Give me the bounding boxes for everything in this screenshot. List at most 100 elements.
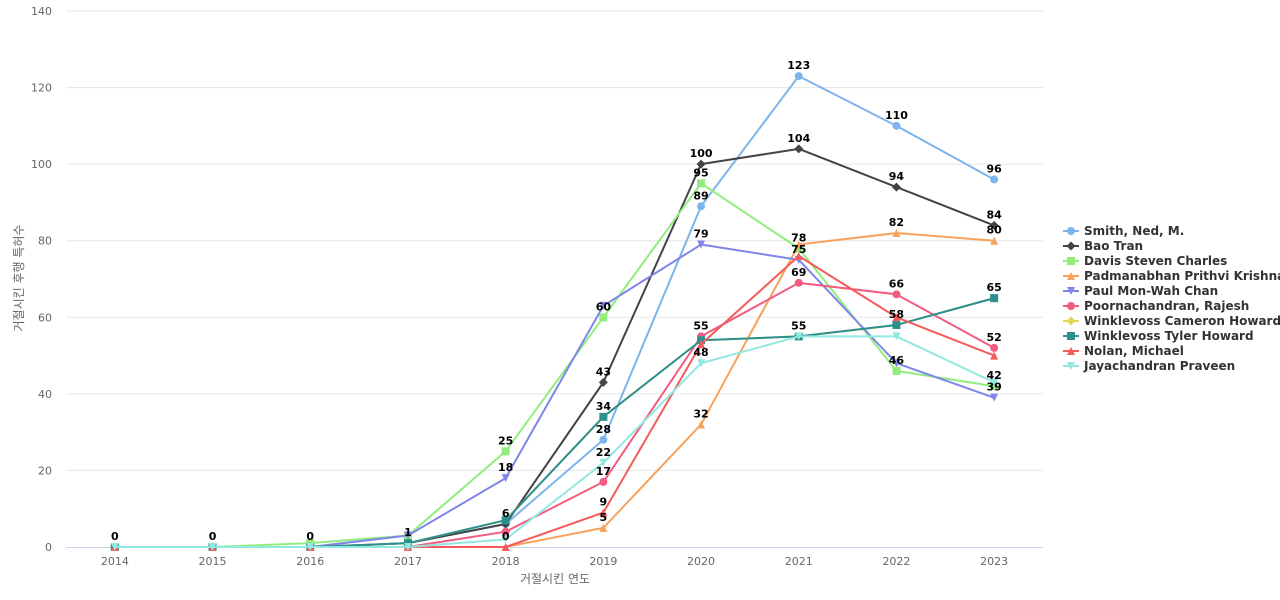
data-point (794, 278, 803, 287)
data-point (599, 313, 608, 322)
data-point (892, 121, 901, 130)
series-10 (110, 332, 999, 551)
legend-item[interactable]: Smith, Ned, M. (1063, 224, 1184, 238)
data-point (990, 393, 999, 402)
data-label: 22 (596, 446, 611, 459)
legend-item[interactable]: Poornachandran, Rajesh (1063, 299, 1249, 313)
x-axis-title: 거절시킨 연도 (520, 572, 590, 586)
data-label: 0 (502, 530, 510, 543)
legend-label: Bao Tran (1084, 239, 1143, 253)
data-label: 39 (986, 381, 1001, 394)
data-point (599, 435, 608, 444)
series-1 (110, 72, 999, 551)
data-label: 80 (986, 224, 1002, 237)
data-labels: 0 0 0 1 0 6 18 25 5 9 17 22 28 34 43 60 32 48 55 79 89 95 100 5… (111, 59, 1002, 543)
data-point (697, 202, 706, 211)
data-label: 82 (889, 216, 904, 229)
x-tick-label: 2016 (296, 555, 324, 568)
data-point (794, 144, 804, 154)
data-label: 100 (690, 147, 713, 160)
data-label: 48 (693, 346, 708, 359)
data-point (1067, 227, 1075, 235)
data-point (697, 340, 706, 349)
x-tick-label: 2017 (394, 555, 422, 568)
data-point (598, 377, 608, 387)
data-point (697, 179, 706, 188)
data-point (794, 252, 803, 261)
data-point (892, 366, 901, 375)
data-point (990, 236, 999, 245)
data-point (501, 447, 510, 456)
x-tick-label: 2020 (687, 555, 715, 568)
data-label: 75 (791, 243, 806, 256)
legend-label: Jayachandran Praveen (1083, 359, 1235, 373)
data-point (892, 313, 901, 322)
data-label: 89 (693, 189, 708, 202)
data-point (1067, 362, 1075, 370)
data-point (208, 543, 217, 551)
data-point (501, 474, 510, 483)
data-point (501, 516, 510, 525)
data-label: 79 (693, 228, 708, 241)
legend-label: Nolan, Michael (1084, 344, 1184, 358)
data-label: 43 (596, 365, 611, 378)
data-label: 96 (986, 162, 1002, 175)
legend-label: Winklevoss Cameron Howard (1084, 314, 1280, 328)
data-point (892, 359, 901, 368)
data-label: 110 (885, 109, 908, 122)
data-label: 55 (791, 319, 806, 332)
legend-item[interactable]: Nolan, Michael (1063, 344, 1184, 358)
x-tick-label: 2023 (980, 555, 1008, 568)
data-label: 65 (986, 281, 1001, 294)
data-label: 94 (889, 170, 905, 183)
data-label: 18 (498, 461, 513, 474)
data-point (110, 543, 119, 551)
data-point (1067, 257, 1075, 265)
data-point (1067, 272, 1075, 280)
legend-label: Smith, Ned, M. (1084, 224, 1184, 238)
data-point (892, 229, 901, 238)
data-point (599, 477, 608, 486)
grid-lines (66, 10, 1043, 471)
legend-item[interactable]: Davis Steven Charles (1063, 254, 1227, 268)
y-tick-label: 100 (31, 158, 52, 171)
legend-item[interactable]: Winklevoss Cameron Howard (1063, 314, 1280, 328)
legend-item[interactable]: Winklevoss Tyler Howard (1063, 329, 1254, 343)
data-label: 1 (404, 526, 412, 539)
data-label: 0 (111, 530, 119, 543)
data-point (892, 332, 901, 341)
data-point (599, 301, 608, 310)
data-label: 55 (693, 319, 708, 332)
legend-item[interactable]: Paul Mon-Wah Chan (1063, 284, 1218, 298)
data-point (990, 378, 999, 387)
y-tick-label: 80 (38, 235, 52, 248)
data-label: 25 (498, 434, 513, 447)
data-point (599, 523, 608, 532)
data-point (794, 72, 803, 81)
data-label: 95 (693, 166, 708, 179)
x-tick-label: 2018 (492, 555, 520, 568)
data-label: 42 (986, 369, 1001, 382)
data-point (794, 332, 803, 341)
series-line (114, 75, 995, 548)
legend-item[interactable]: Jayachandran Praveen (1063, 359, 1235, 373)
x-tick-label: 2014 (101, 555, 129, 568)
data-label: 52 (986, 331, 1001, 344)
x-tick-label: 2015 (199, 555, 227, 568)
legend-label: Paul Mon-Wah Chan (1084, 284, 1218, 298)
data-label: 84 (986, 208, 1002, 221)
data-point (990, 343, 999, 352)
data-point (892, 290, 901, 299)
data-point (697, 420, 706, 429)
legend-item[interactable]: Bao Tran (1063, 239, 1143, 253)
y-axis-title: 거절시킨 후행 특허수 (11, 225, 26, 332)
legend-item[interactable]: Padmanabhan Prithvi Krishnan (1063, 269, 1280, 283)
data-point (990, 294, 999, 303)
series-6 (110, 278, 999, 551)
data-label: 104 (787, 132, 810, 145)
data-label: 5 (600, 511, 608, 524)
y-tick-label: 60 (38, 311, 52, 324)
legend-label: Padmanabhan Prithvi Krishnan (1084, 269, 1280, 283)
y-tick-label: 40 (38, 388, 52, 401)
data-point (501, 535, 510, 544)
